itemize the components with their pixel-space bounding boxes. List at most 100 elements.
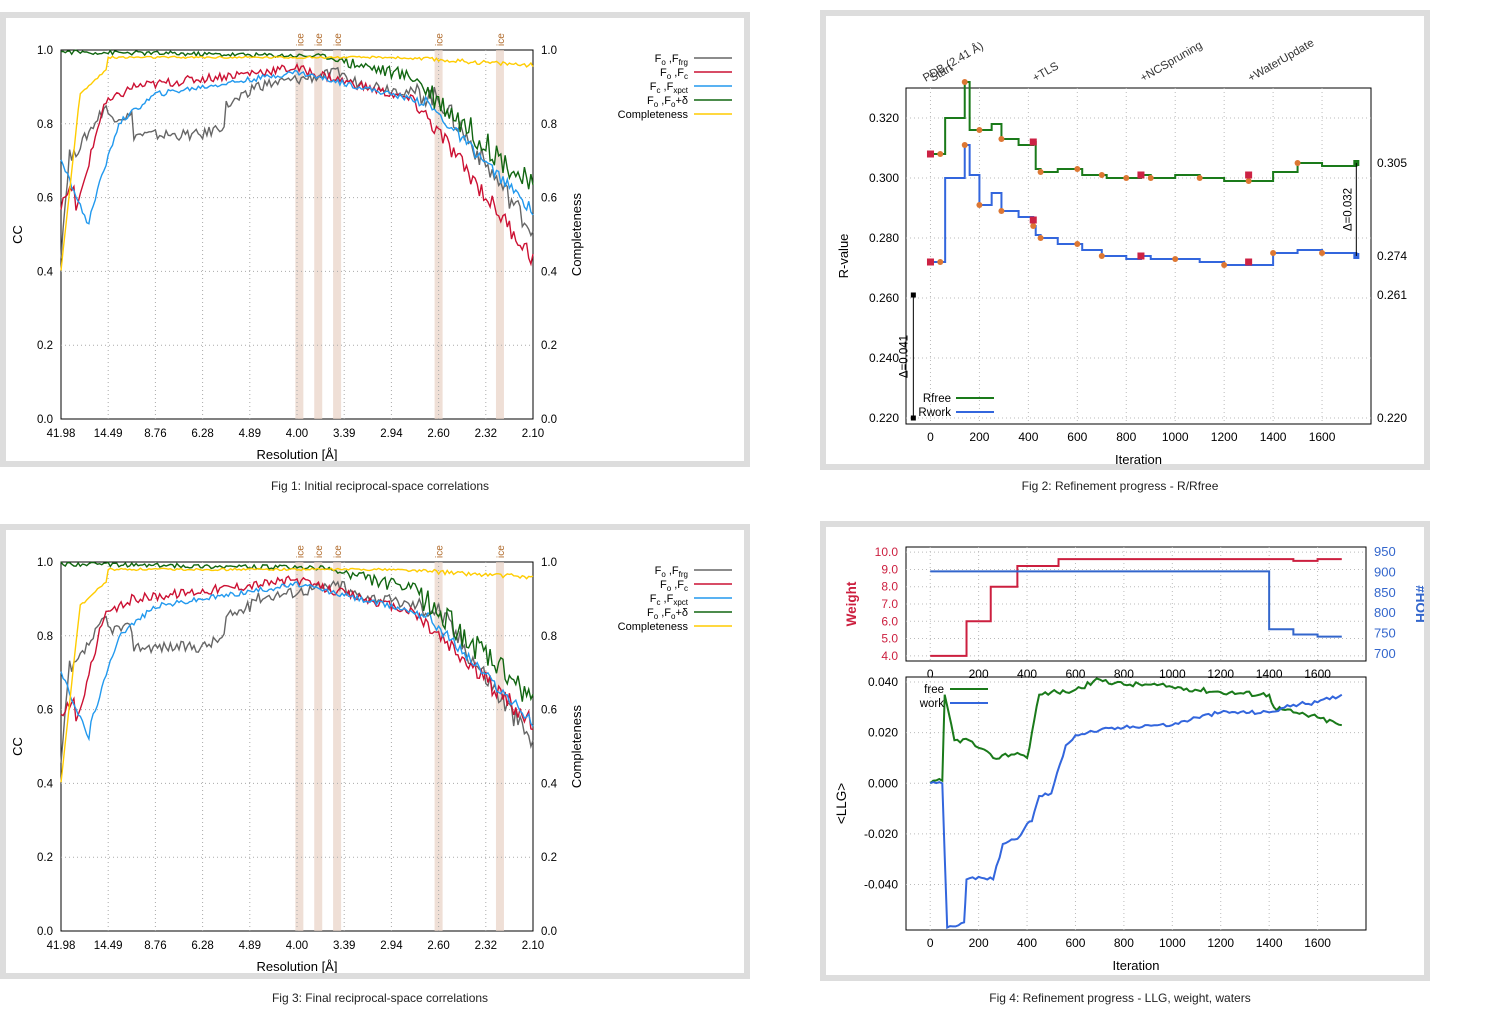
y-tick-label: 0.4 xyxy=(37,778,54,790)
data-point xyxy=(937,259,944,265)
legend-label-part: +δ xyxy=(675,95,688,107)
y-tick-label: 1.0 xyxy=(37,557,53,569)
y-axis-label: CC xyxy=(10,225,25,244)
top-y2-tick-label: 850 xyxy=(1374,585,1396,600)
legend-label-part: Completeness xyxy=(618,621,689,633)
legend-label: Fo ,Fo+δ xyxy=(647,95,688,109)
x-tick-label: 4.89 xyxy=(239,428,261,440)
series-line-rwork xyxy=(930,144,1358,266)
series-line-work xyxy=(929,693,1343,930)
x-tick-label: 2.94 xyxy=(380,428,403,440)
top-y-axis-label: Weight xyxy=(844,581,859,626)
y2-tick-label: 1.0 xyxy=(541,557,557,569)
stage-marker xyxy=(1245,171,1253,179)
plot-frame xyxy=(905,87,1372,425)
data-point xyxy=(976,127,983,133)
legend-label: Fo ,Fo+δ xyxy=(647,607,688,621)
legend-label-part: F xyxy=(660,67,667,79)
x-tick-label: 4.00 xyxy=(286,428,308,440)
ice-band xyxy=(314,562,323,931)
ice-label: ice xyxy=(435,33,446,46)
series-line-hoh xyxy=(930,570,1342,638)
x-tick-label: 2.32 xyxy=(475,428,497,440)
x-tick-label: 8.76 xyxy=(144,940,166,952)
y-tick-label: 0.0 xyxy=(37,414,53,426)
x-tick-label: 1200 xyxy=(1207,936,1234,950)
y2-tick-label: 0.0 xyxy=(541,926,557,938)
ice-band xyxy=(495,562,504,931)
legend-label-part: F xyxy=(650,81,657,93)
x-tick-label: 800 xyxy=(1116,430,1136,444)
legend-label: Fo ,Ffrg xyxy=(655,565,688,579)
x-tick-label: 14.49 xyxy=(94,940,123,952)
data-point xyxy=(1098,253,1105,259)
x-tick-label: 4.00 xyxy=(286,940,308,952)
legend-label-part: ,F xyxy=(658,607,671,619)
x-tick-label: 1600 xyxy=(1304,936,1331,950)
ice-label: ice xyxy=(314,545,325,558)
y2-tick-label: 0.6 xyxy=(541,705,557,717)
x-tick-label: 41.98 xyxy=(47,940,76,952)
y-tick-label: 1.0 xyxy=(37,45,53,57)
series-line-fc xyxy=(60,62,534,267)
ice-label: ice xyxy=(496,33,507,46)
stage-label: +WaterUpdate xyxy=(1246,37,1316,84)
data-point xyxy=(1030,223,1037,229)
ice-band xyxy=(295,50,304,419)
top-y-tick-label: 10.0 xyxy=(875,545,899,559)
stage-label: +TLS xyxy=(1031,60,1061,84)
legend-label-part: F xyxy=(660,579,667,591)
legend-label-part: c xyxy=(684,584,688,593)
top-x-tick-label: 200 xyxy=(969,667,989,681)
legend-label-part: o xyxy=(667,72,672,81)
legend-label-part: ,F xyxy=(660,81,673,93)
y-tick-label: 0.8 xyxy=(37,631,53,643)
x-tick-label: 1000 xyxy=(1162,430,1189,444)
legend-label-part: ,F xyxy=(660,593,673,605)
delta-left-label: Δ=0.041 xyxy=(898,335,910,378)
data-point xyxy=(961,142,968,148)
legend-label: Fc ,Fxpct xyxy=(650,593,689,607)
series-line-weight xyxy=(930,558,1342,657)
y-axis-label: CC xyxy=(10,737,25,756)
x-axis-label: Resolution [Å] xyxy=(257,959,338,973)
top-x-tick-label: 800 xyxy=(1114,667,1134,681)
fig4-panel: 4.0 5.0 6.0 7.0 8.0 9.0 10.0 700 750 800 850 900 950… xyxy=(820,521,1430,981)
legend-label-part: c xyxy=(684,72,688,81)
stage-marker xyxy=(1029,138,1037,146)
y2-tick-label: 0.6 xyxy=(541,193,557,205)
data-point xyxy=(1319,250,1326,256)
top-y-tick-label: 6.0 xyxy=(881,614,898,628)
y-tick-label: 0.220 xyxy=(869,411,899,425)
data-point xyxy=(1147,175,1154,181)
legend-label: Fo ,Ffrg xyxy=(655,53,688,67)
legend-label-part: F xyxy=(655,565,662,577)
legend-label-part: o xyxy=(667,584,672,593)
y-tick-label: 0.4 xyxy=(37,266,54,278)
y-tick-label: -0.020 xyxy=(864,827,898,841)
top-y-tick-label: 5.0 xyxy=(881,632,898,646)
y-tick-label: 0.000 xyxy=(868,776,898,790)
series-line-fd xyxy=(60,49,534,190)
fig4-chart: 4.0 5.0 6.0 7.0 8.0 9.0 10.0 700 750 800 850 900 950… xyxy=(834,544,1424,973)
y-tick-label: 0.6 xyxy=(37,705,53,717)
fig1-caption: Fig 1: Initial reciprocal-space correlat… xyxy=(270,479,490,493)
fig2-panel: 0 200 400 600 800 1000 1200 1400 1600 0.220 0.240 0… xyxy=(820,10,1430,470)
top-x-tick-label: 0 xyxy=(927,667,934,681)
ice-band xyxy=(295,562,304,931)
data-point xyxy=(1123,175,1130,181)
x-axis-label: Iteration xyxy=(1115,452,1162,464)
right-value-label: 0.305 xyxy=(1377,156,1407,170)
legend-label-part: ,F xyxy=(671,67,684,79)
delta-left-top xyxy=(910,292,916,298)
top-x-tick-label: 1400 xyxy=(1256,667,1283,681)
series-line-fd xyxy=(60,561,534,702)
legend-label: Rwork xyxy=(918,407,951,419)
stage-marker xyxy=(1137,171,1145,179)
right-value-label: 0.274 xyxy=(1377,249,1407,263)
stage-marker xyxy=(1029,216,1037,224)
ice-label: ice xyxy=(496,545,507,558)
data-point xyxy=(976,202,983,208)
ice-label: ice xyxy=(435,545,446,558)
